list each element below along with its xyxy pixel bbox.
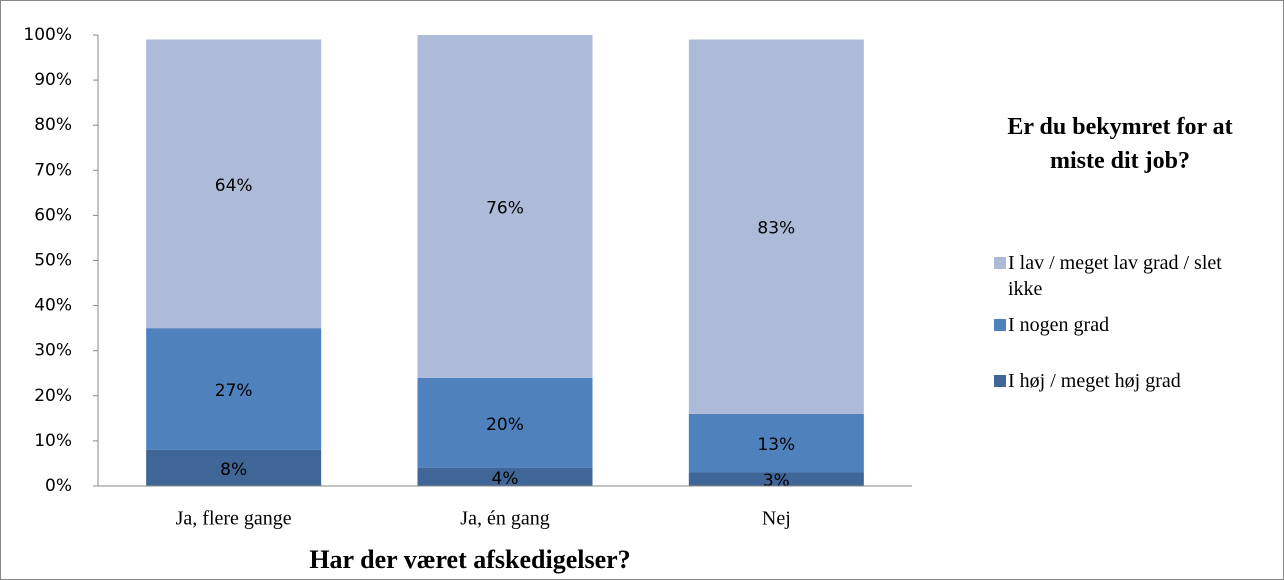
y-tick-label: 90% — [34, 70, 72, 90]
bar-segment — [146, 328, 322, 450]
x-tick-label: Ja, flere gange — [176, 508, 292, 530]
data-label: 3% — [763, 471, 790, 491]
x-axis-title: Har der været afskedigelser? — [309, 545, 630, 574]
legend: Er du bekymret for at miste dit job? I l… — [990, 110, 1250, 404]
y-tick-label: 80% — [34, 115, 72, 135]
x-tick-label: Ja, én gang — [460, 508, 549, 530]
legend-label: I nogen grad — [1008, 314, 1110, 336]
y-tick-label: 50% — [34, 251, 72, 271]
bar-segment — [688, 413, 864, 473]
y-tick-label: 20% — [34, 386, 72, 406]
data-label: 13% — [757, 435, 795, 455]
y-tick-label: 30% — [34, 341, 72, 361]
bar-segment — [146, 449, 322, 486]
legend-title: Er du bekymret for at miste dit job? — [1007, 114, 1233, 174]
data-label: 76% — [486, 198, 524, 218]
bar-segment — [417, 35, 593, 378]
y-tick-label: 100% — [23, 25, 72, 45]
bar-segment — [146, 39, 322, 329]
bar-segment — [417, 467, 593, 486]
legend-swatch — [994, 257, 1006, 269]
y-tick-label: 60% — [34, 205, 72, 225]
y-tick-label: 0% — [45, 476, 72, 496]
bar-segment — [688, 472, 864, 486]
data-label: 64% — [215, 176, 253, 196]
bar-segment — [417, 377, 593, 468]
data-label: 27% — [215, 381, 253, 401]
x-tick-label: Nej — [762, 508, 791, 530]
y-tick-label: 70% — [34, 160, 72, 180]
legend-entry: I høj / meget høj grad — [990, 368, 1228, 394]
legend-entry: I lav / meget lav grad / slet ikke — [990, 250, 1228, 302]
data-label: 8% — [220, 460, 247, 480]
data-label: 20% — [486, 415, 524, 435]
data-label: 83% — [757, 219, 795, 239]
data-label: 4% — [492, 469, 519, 489]
legend-label: I høj / meget høj grad — [1008, 370, 1181, 392]
y-tick-label: 10% — [34, 431, 72, 451]
legend-label: I lav / meget lav grad / slet ikke — [1008, 252, 1222, 300]
legend-swatch — [994, 375, 1006, 387]
bar-segment — [688, 39, 864, 414]
legend-swatch — [994, 319, 1006, 331]
legend-entry: I nogen grad — [990, 312, 1228, 338]
y-tick-label: 40% — [34, 296, 72, 316]
